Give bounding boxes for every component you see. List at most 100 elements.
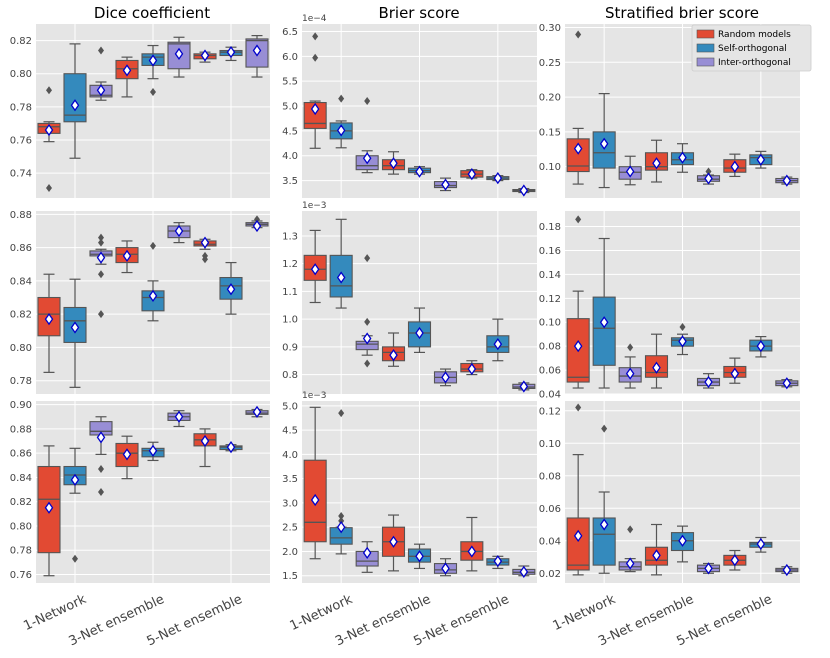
panel-r2-c1-box-1-network-self-orth-outlier-point bbox=[338, 516, 345, 525]
panel-r2-c1-box-1-network-self-orth-outlier-point bbox=[338, 512, 345, 521]
panel-r2-c0-box-5-net-random-mean-marker bbox=[200, 434, 210, 448]
panel-r2-c0-box-3-net-random-mean-marker bbox=[122, 448, 132, 461]
panel-r2-c2-box-1-network-random-outlier-point bbox=[575, 403, 582, 412]
panel-r0-c1-axis-exponent: 1e−4 bbox=[302, 14, 327, 24]
panel-r1-c0-box-1-network-inter-orth-mean-marker bbox=[96, 251, 106, 264]
panel-r1-c2-ytick-label: 0.18 bbox=[539, 222, 561, 233]
panel-r2-c1-box-3-net-inter-orth-mean-marker bbox=[441, 562, 450, 575]
panel-r2-c1-box-1-network-random-mean-marker bbox=[310, 493, 320, 507]
panel-r1-c2-box-1-network-random bbox=[566, 215, 590, 389]
panel-r0-c2-box-1-network-random-outlier-point bbox=[575, 30, 582, 39]
legend-label-self-orthogonal: Self-orthogonal bbox=[718, 44, 787, 54]
panel-r2-c0-box-1-network-self-orth bbox=[63, 447, 87, 563]
panel-r0-c1-ytick-label: 6.0 bbox=[282, 52, 298, 63]
panel-r0-c1-box-1-network-random-outlier-point bbox=[312, 32, 319, 41]
panel-r1-c1-box-1-network-inter-orth bbox=[355, 254, 379, 368]
panel-r0-c0-box-1-network-self-orth bbox=[63, 43, 87, 159]
panel-r1-c2-ytick-label: 0.16 bbox=[539, 246, 561, 257]
panel-r1-c0-box-5-net-inter-orth-outlier-point bbox=[254, 215, 260, 224]
panel-r1-c2-box-3-net-random-mean-marker bbox=[652, 361, 661, 374]
panel-r0-c0-box-1-network-self-orth-iqr-box bbox=[63, 73, 87, 123]
panel-r2-c0-box-5-net-self-orth bbox=[219, 440, 243, 454]
panel-r0-c2-box-3-net-random bbox=[644, 139, 669, 183]
panel-r0-c0-ytick-label: 0.76 bbox=[10, 136, 32, 147]
panel-r0-c2-box-5-net-random-mean-marker bbox=[730, 160, 740, 173]
panel-r1-c1-box-3-net-random bbox=[381, 332, 406, 367]
panel-r1-c0-box-5-net-random bbox=[193, 236, 217, 264]
panel-r0-c2-ytick-label: 0.10 bbox=[539, 162, 561, 173]
panel-r0-c2-ytick-label: 0.20 bbox=[539, 93, 561, 104]
panel-r2-c0-box-3-net-inter-orth-mean-marker bbox=[174, 410, 184, 423]
panel-r2-c0-box-5-net-random bbox=[193, 428, 217, 468]
panel-r0-c0-ytick-label: 0.78 bbox=[10, 102, 32, 113]
panel-r2-c1-box-3-net-self-orth-mean-marker bbox=[415, 550, 424, 563]
panel-r1-c2-box-5-net-inter-orth bbox=[775, 377, 799, 390]
panel-r2-c2-box-5-net-self-orth bbox=[749, 536, 773, 553]
panel-r1-c0-box-1-network-inter-orth-outlier-point bbox=[98, 270, 104, 279]
panel-r1-c0-box-5-net-random-mean-marker bbox=[200, 236, 210, 249]
panel-r1-c1-box-3-net-random-mean-marker bbox=[389, 349, 398, 362]
panel-r0-c0: 0.74 0.76 0.78 0.80 0.82 bbox=[10, 24, 270, 198]
panel-r0-c1-ytick-label: 5.5 bbox=[282, 77, 298, 88]
panel-r0-c1-box-1-network-self-orth-mean-marker bbox=[336, 124, 346, 137]
category-label-1-network-col0: 1-Network bbox=[21, 592, 89, 634]
panel-r2-c2-box-3-net-self-orth-mean-marker bbox=[678, 534, 687, 547]
panel-r2-c0-box-1-network-random bbox=[37, 445, 61, 577]
panel-r2-c0-ytick-label: 0.82 bbox=[10, 497, 32, 508]
panel-r2-c1-box-3-net-random-mean-marker bbox=[389, 535, 398, 548]
panel-r1-c2-box-3-net-self-orth-mean-marker bbox=[678, 335, 687, 348]
panel-r2-c0: 0.76 0.78 0.80 0.82 0.84 0.86 0.88 0.90 bbox=[10, 400, 270, 583]
panel-r1-c0-box-1-network-random-mean-marker bbox=[44, 313, 54, 326]
panel-r2-c2-box-5-net-random bbox=[723, 549, 747, 571]
panel-r0-c1-ytick-label: 4.0 bbox=[282, 151, 298, 162]
panel-r2-c0-box-5-net-inter-orth-mean-marker bbox=[252, 405, 262, 419]
panel-r0-c1-box-1-network-self-orth-outlier-point bbox=[338, 94, 345, 103]
panel-r0-c2-box-3-net-self-orth-mean-marker bbox=[678, 151, 687, 164]
panel-r0-c2-box-1-network-random bbox=[566, 30, 590, 185]
panel-r2-c1-box-3-net-random bbox=[381, 514, 406, 572]
panel-r1-c2-ytick-label: 0.12 bbox=[539, 294, 561, 305]
panel-r2-c1-ytick-label: 4.5 bbox=[282, 426, 298, 437]
panel-r0-c1-box-1-network-inter-orth bbox=[355, 97, 379, 174]
panel-r1-c0-ytick-label: 0.84 bbox=[10, 276, 32, 287]
panel-r2-c2-box-3-net-random-mean-marker bbox=[652, 549, 661, 562]
panel-r1-c0-ytick-label: 0.78 bbox=[10, 376, 32, 387]
panel-r0-c1-box-1-network-inter-orth-mean-marker bbox=[362, 152, 372, 165]
panel-r1-c2-box-5-net-random bbox=[723, 357, 747, 384]
panel-r0-c2-box-5-net-random bbox=[723, 153, 747, 178]
panel-r2-c0-ytick-label: 0.76 bbox=[10, 570, 32, 581]
panel-r2-c2-box-5-net-inter-orth-mean-marker bbox=[782, 563, 792, 577]
panel-r2-c1-axis-exponent: 1e−3 bbox=[302, 391, 327, 401]
panel-r0-c0-box-3-net-inter-orth-mean-marker bbox=[174, 47, 184, 60]
panel-r1-c0-box-3-net-random-mean-marker bbox=[122, 249, 132, 263]
legend-frame bbox=[691, 24, 812, 72]
panel-r2-c0-box-3-net-inter-orth bbox=[167, 410, 191, 428]
panel-r0-c2-box-3-net-random-mean-marker bbox=[652, 157, 661, 170]
panel-r2-c0-box-3-net-self-orth-mean-marker bbox=[148, 444, 158, 457]
panel-r1-c0-box-1-network-random bbox=[37, 273, 61, 373]
panel-r0-c0-box-5-net-random bbox=[193, 49, 217, 63]
panel-r1-c1-ytick-label: 1.0 bbox=[282, 315, 298, 326]
panel-r1-c2-box-1-network-inter-orth-mean-marker bbox=[625, 367, 635, 380]
panel-r2-c0-ytick-label: 0.84 bbox=[10, 473, 32, 484]
panel-r2-c0-box-1-network-self-orth-outlier-point bbox=[72, 554, 78, 563]
panel-r1-c0-box-3-net-inter-orth-mean-marker bbox=[174, 224, 184, 238]
panel-r1-c2-box-5-net-inter-orth-mean-marker bbox=[782, 377, 792, 390]
panel-r1-c1-box-1-network-self-orth-mean-marker bbox=[336, 271, 346, 284]
panel-r1-c2-ytick-label: 0.08 bbox=[539, 342, 561, 353]
panel-r2-c0-ytick-label: 0.88 bbox=[10, 424, 32, 435]
panel-r2-c0-box-1-network-inter-orth bbox=[89, 416, 113, 496]
panel-r2-c1-ytick-label: 4.0 bbox=[282, 450, 298, 461]
panel-r2-c2-ytick-label: 0.02 bbox=[539, 569, 561, 580]
panel-r2-c1-box-5-net-inter-orth bbox=[512, 565, 536, 578]
panel-r0-c0-box-3-net-inter-orth bbox=[167, 36, 191, 78]
panel-r0-c1-box-1-network-random-iqr-box bbox=[303, 101, 327, 129]
panel-r2-c1-box-3-net-self-orth bbox=[407, 543, 432, 570]
panel-r1-c2-box-3-net-self-orth bbox=[670, 323, 695, 356]
panel-r2-c0-box-1-network-inter-orth-outlier-point bbox=[98, 464, 104, 473]
panel-r0-c2-box-1-network-inter-orth bbox=[618, 155, 642, 186]
panel-r1-c2-box-5-net-random-mean-marker bbox=[730, 367, 740, 380]
panel-r0-c0-box-5-net-self-orth bbox=[219, 46, 243, 62]
panel-r1-c2-box-1-network-self-orth bbox=[592, 237, 616, 389]
panel-r0-c0-ytick-label: 0.80 bbox=[10, 69, 32, 80]
